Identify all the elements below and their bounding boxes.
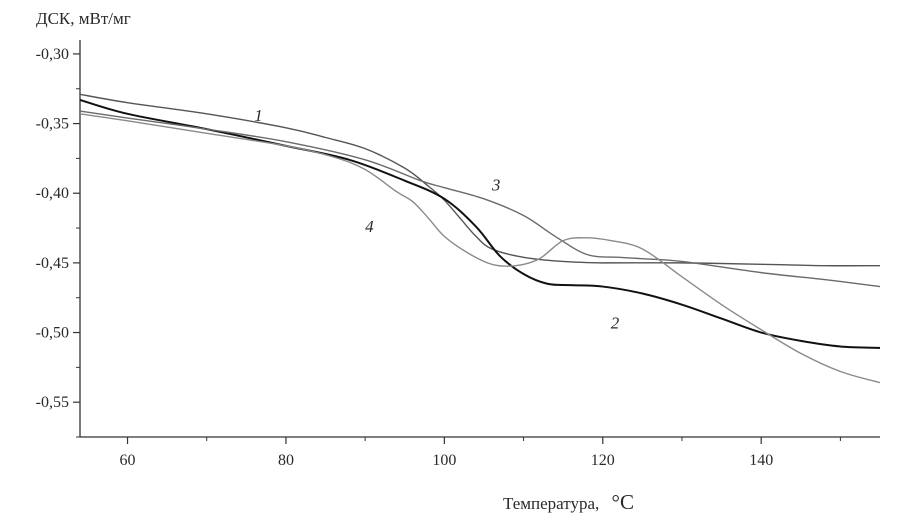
x-axis-unit: °C — [612, 490, 634, 514]
y-tick-label: -0,40 — [36, 185, 69, 202]
x-tick-label: 80 — [278, 452, 294, 469]
series-line-2 — [79, 98, 881, 349]
x-tick-label: 100 — [432, 452, 456, 469]
series-line-4 — [79, 113, 881, 384]
curve-label-3: 3 — [491, 175, 501, 194]
x-axis-title: Температура, °C — [503, 490, 634, 514]
y-tick-label: -0,45 — [36, 255, 69, 272]
x-tick-label: 140 — [749, 452, 773, 469]
x-axis-title-text: Температура, — [503, 494, 599, 513]
x-tick-label: 120 — [591, 452, 615, 469]
x-tick-label: 60 — [120, 452, 136, 469]
curve-label-4: 4 — [365, 217, 374, 236]
curve-labels: 1 2 3 4 — [254, 106, 619, 333]
curve-label-1: 1 — [254, 106, 263, 125]
y-tick-label: -0,30 — [36, 46, 69, 63]
y-tick-label: -0,55 — [36, 394, 69, 411]
y-tick-label: -0,50 — [36, 325, 69, 342]
curve-label-2: 2 — [611, 313, 620, 332]
y-tick-label: -0,35 — [36, 116, 69, 133]
series-line-1 — [79, 93, 881, 267]
axes: -0,30 -0,35 -0,40 -0,45 -0,50 -0,55 60 80 100 120… — [36, 40, 880, 469]
series-layer — [79, 93, 881, 384]
y-axis-title: ДСК, мВт/мг — [36, 9, 131, 28]
series-line-3 — [79, 110, 881, 288]
